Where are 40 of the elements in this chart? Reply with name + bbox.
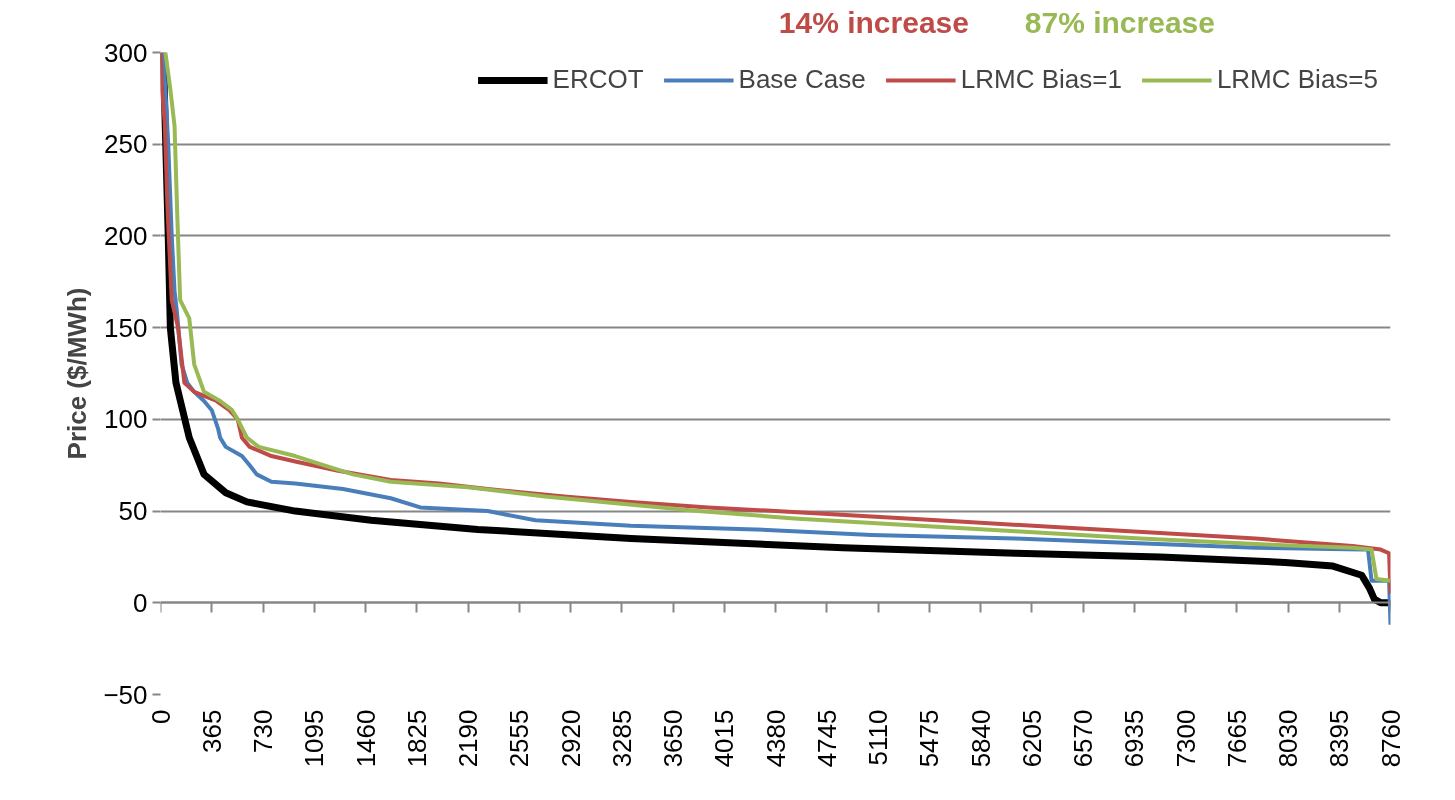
x-tick-label: 0 [145,709,176,724]
y-axis-title: Price ($/MWh) [62,287,93,460]
y-tick-label: 300 [104,37,148,68]
x-tick-label: 3285 [606,709,637,768]
legend-label: LRMC Bias=5 [1216,64,1378,95]
x-tick-label: 4380 [760,709,791,768]
x-tick-label: 8395 [1324,709,1355,768]
x-tick-label: 5475 [914,709,945,768]
legend-label: Base Case [738,64,866,95]
legend-label: LRMC Bias=1 [960,64,1122,95]
x-tick-label: 4745 [811,709,842,768]
x-tick-label: 5110 [863,709,893,766]
x-tick-label: 3650 [658,709,688,768]
x-tick-label: 7665 [1221,709,1252,768]
legend-label: ERCOT [552,64,644,95]
x-tick-label: 5840 [965,709,996,768]
x-tick-label: 6935 [1119,709,1150,768]
x-tick-label: 6570 [1068,709,1098,768]
x-tick-label: 8030 [1273,709,1303,768]
x-tick-label: 2555 [504,709,535,768]
y-tick-label: −50 [103,679,148,710]
x-tick-label: 1460 [350,709,381,768]
x-tick-label: 7300 [1170,709,1201,768]
y-tick-label: 250 [104,129,148,160]
x-tick-label: 6205 [1016,709,1047,768]
x-tick-label: 2920 [555,709,586,768]
x-tick-label: 2190 [453,709,483,768]
y-tick-label: 50 [118,496,148,527]
x-tick-label: 4015 [709,709,740,768]
x-tick-label: 730 [248,709,278,753]
y-tick-label: 150 [104,312,148,343]
x-tick-label: 1825 [401,709,432,768]
x-tick-label: 365 [196,709,227,753]
text: 87% increase [1024,5,1215,39]
y-tick-label: 200 [104,220,148,251]
x-tick-label: 8760 [1375,709,1406,768]
text: 14% increase [778,5,969,39]
y-tick-label: 100 [104,404,148,435]
y-tick-label: 0 [133,587,148,618]
x-tick-label: 1095 [299,709,330,768]
